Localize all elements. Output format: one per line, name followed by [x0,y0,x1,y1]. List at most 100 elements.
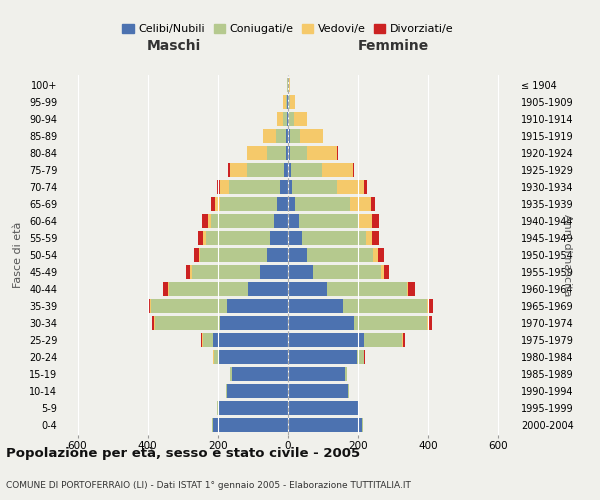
Bar [288,95,289,109]
Bar [283,95,286,109]
Bar [288,333,364,347]
Bar [381,265,384,279]
Text: COMUNE DI PORTOFERRAIO (LI) - Dati ISTAT 1° gennaio 2005 - Elaborazione TUTTITAL: COMUNE DI PORTOFERRAIO (LI) - Dati ISTAT… [6,480,411,490]
Bar [277,197,288,211]
Bar [220,316,288,330]
Bar [199,248,200,262]
Bar [288,180,292,194]
Bar [287,112,288,126]
Bar [260,265,288,279]
Bar [289,112,293,126]
Bar [266,146,286,160]
Bar [191,265,260,279]
Bar [288,282,326,296]
Bar [226,384,227,398]
Bar [288,197,295,211]
Text: Femmine: Femmine [357,38,428,52]
Bar [151,299,227,313]
Bar [337,146,338,160]
Bar [211,197,215,211]
Bar [384,265,389,279]
Bar [307,248,373,262]
Bar [203,231,206,245]
Bar [277,129,286,143]
Bar [290,129,299,143]
Bar [217,180,220,194]
Bar [290,146,307,160]
Text: Popolazione per età, sesso e stato civile - 2005: Popolazione per età, sesso e stato civil… [6,448,360,460]
Text: Fasce di età: Fasce di età [13,222,23,288]
Bar [293,112,307,126]
Bar [218,401,288,415]
Bar [227,299,288,313]
Bar [288,350,358,364]
Bar [220,180,229,194]
Bar [373,248,378,262]
Bar [407,282,409,296]
Bar [190,265,191,279]
Bar [288,163,291,177]
Bar [227,384,288,398]
Bar [229,180,280,194]
Bar [364,180,367,194]
Bar [403,333,405,347]
Bar [214,350,218,364]
Bar [202,333,203,347]
Bar [218,350,288,364]
Bar [290,95,295,109]
Bar [291,163,322,177]
Bar [284,163,288,177]
Bar [155,316,220,330]
Bar [364,333,403,347]
Legend: Celibi/Nubili, Coniugati/e, Vedovi/e, Divorziati/e: Celibi/Nubili, Coniugati/e, Vedovi/e, Di… [118,20,458,38]
Bar [163,282,168,296]
Bar [299,214,359,228]
Bar [353,163,354,177]
Bar [364,350,365,364]
Bar [427,316,428,330]
Bar [286,129,288,143]
Bar [313,265,381,279]
Bar [263,129,277,143]
Bar [267,248,288,262]
Bar [288,299,343,313]
Bar [203,333,212,347]
Bar [277,112,283,126]
Bar [322,163,353,177]
Bar [271,231,288,245]
Bar [288,316,354,330]
Bar [358,350,364,364]
Bar [230,367,232,381]
Bar [154,316,155,330]
Bar [194,248,199,262]
Bar [302,231,366,245]
Bar [152,316,154,330]
Bar [247,163,284,177]
Bar [287,95,288,109]
Bar [274,214,288,228]
Bar [211,214,274,228]
Bar [229,163,230,177]
Bar [148,299,151,313]
Bar [409,282,415,296]
Bar [208,214,211,228]
Bar [359,214,372,228]
Bar [288,231,302,245]
Bar [186,265,190,279]
Bar [427,299,428,313]
Bar [283,112,287,126]
Bar [168,282,169,296]
Bar [288,112,289,126]
Bar [280,180,288,194]
Bar [372,231,379,245]
Bar [307,146,337,160]
Bar [428,316,432,330]
Bar [286,146,288,160]
Bar [206,231,271,245]
Bar [366,231,372,245]
Bar [289,95,290,109]
Bar [428,299,433,313]
Bar [292,180,337,194]
Bar [212,418,288,432]
Bar [299,129,323,143]
